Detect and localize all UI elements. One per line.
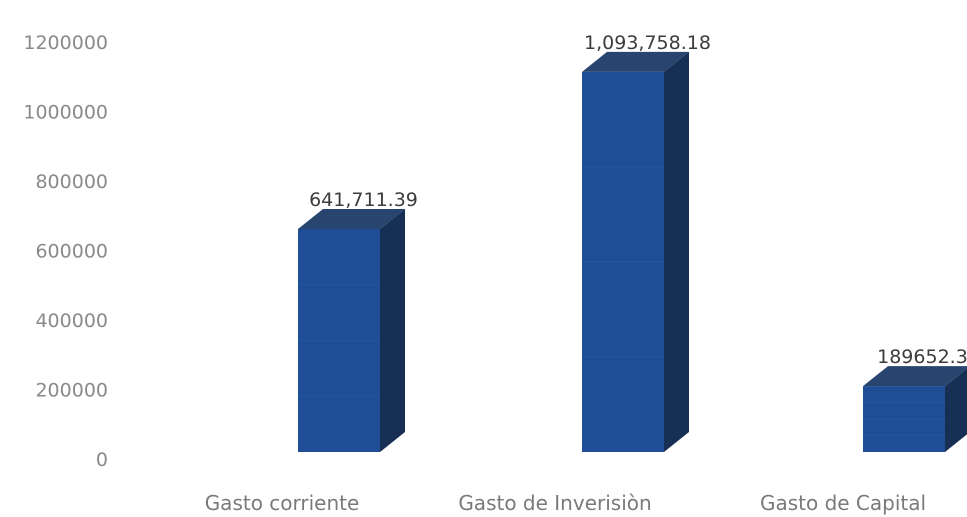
bar-top bbox=[298, 209, 405, 230]
category-axis: Gasto corriente Gasto de Inverisiòn Gasto … bbox=[205, 491, 926, 515]
bar bbox=[298, 209, 405, 452]
bar-top bbox=[863, 366, 967, 387]
data-label: 641,711.39 bbox=[309, 189, 418, 211]
y-tick-label: 1200000 bbox=[23, 32, 108, 54]
bar-top bbox=[582, 51, 689, 72]
data-label: 1,093,758.18 bbox=[584, 32, 711, 54]
category-label: Gasto de Inverisiòn bbox=[458, 491, 651, 515]
y-tick-label: 400000 bbox=[35, 310, 108, 332]
y-tick-label: 0 bbox=[96, 449, 108, 471]
bar bbox=[582, 51, 689, 452]
y-axis: 0 200000 400000 600000 800000 1000000 1200000 bbox=[23, 32, 108, 471]
bar-side bbox=[664, 51, 689, 452]
y-tick-label: 600000 bbox=[35, 241, 108, 263]
category-label: Gasto de Capital bbox=[760, 491, 926, 515]
y-tick-label: 800000 bbox=[35, 171, 108, 193]
y-tick-label: 200000 bbox=[35, 380, 108, 402]
bar-side bbox=[945, 368, 967, 452]
bar-side bbox=[380, 209, 405, 452]
bar bbox=[863, 366, 967, 452]
data-label: 189652.38 bbox=[877, 346, 967, 368]
data-labels-group: 641,711.39 1,093,758.18 189652.38 bbox=[309, 32, 967, 368]
category-label: Gasto corriente bbox=[205, 491, 360, 515]
bars-group bbox=[298, 51, 967, 452]
y-tick-label: 1000000 bbox=[23, 102, 108, 124]
